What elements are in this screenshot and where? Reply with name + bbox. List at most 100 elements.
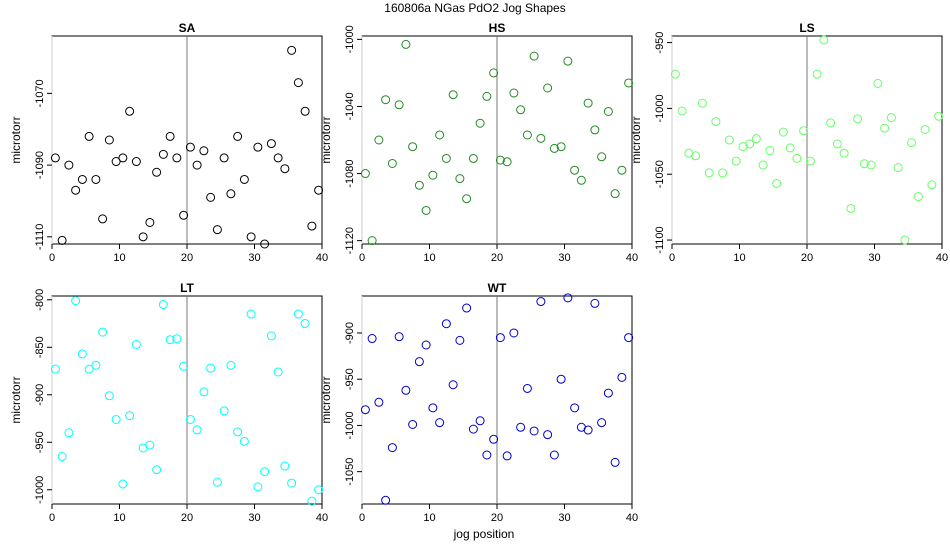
data-point — [212, 225, 222, 235]
panel-title: LT — [180, 281, 194, 295]
data-point — [152, 465, 162, 475]
data-point — [131, 157, 141, 167]
x-tick-label: 30 — [868, 252, 880, 264]
data-point — [408, 419, 418, 429]
x-tick-label: 40 — [316, 512, 328, 524]
data-point — [414, 180, 424, 190]
data-point — [84, 364, 94, 374]
data-point — [826, 118, 836, 128]
data-point — [307, 221, 317, 231]
data-point — [401, 385, 411, 395]
data-point — [219, 153, 229, 163]
data-point — [583, 425, 593, 435]
data-point — [118, 153, 128, 163]
y-tick-label: -1090 — [34, 151, 46, 179]
panels: SA 0 10 20 30 40 -1110 -1090 -1070 microtorr HS 0 10… — [9, 21, 948, 524]
data-point — [280, 164, 290, 174]
data-point — [711, 117, 721, 127]
x-tick-label: 40 — [626, 512, 638, 524]
data-point — [57, 235, 67, 245]
data-point — [509, 328, 519, 338]
data-point — [152, 167, 162, 177]
data-point — [77, 349, 87, 359]
data-point — [920, 124, 930, 134]
data-point — [583, 98, 593, 108]
y-tick-label: -900 — [344, 322, 356, 344]
data-point — [233, 427, 243, 437]
data-point — [233, 131, 243, 141]
y-tick-label: -1080 — [344, 159, 356, 187]
data-point — [381, 495, 391, 505]
data-point — [421, 340, 431, 350]
x-tick-label: 10 — [733, 252, 745, 264]
data-point — [266, 139, 276, 149]
data-point — [448, 380, 458, 390]
x-tick-label: 0 — [359, 512, 365, 524]
data-point — [104, 391, 114, 401]
data-point — [563, 293, 573, 303]
data-point — [495, 333, 505, 343]
data-point — [266, 331, 276, 341]
data-point — [374, 397, 384, 407]
data-point — [934, 111, 944, 121]
x-tick-label: 10 — [423, 512, 435, 524]
data-point — [165, 131, 175, 141]
data-point — [448, 90, 458, 100]
data-point — [462, 303, 472, 313]
y-tick-label: -1040 — [344, 92, 356, 120]
data-point — [57, 452, 67, 462]
data-point — [536, 133, 546, 143]
x-tick-label: 20 — [491, 512, 503, 524]
data-point — [273, 153, 283, 163]
data-point — [543, 430, 553, 440]
data-point — [131, 339, 141, 349]
y-tick-label: -1050 — [654, 160, 666, 188]
data-point — [495, 155, 505, 165]
y-tick-label: -1000 — [34, 476, 46, 504]
data-point — [745, 139, 755, 149]
data-point — [199, 387, 209, 397]
data-point — [179, 361, 189, 371]
data-point — [522, 383, 532, 393]
data-point — [387, 443, 397, 453]
data-point — [401, 39, 411, 49]
data-point — [246, 309, 256, 319]
x-tick-label: 30 — [248, 252, 260, 264]
data-point — [77, 174, 87, 184]
data-point — [792, 153, 802, 163]
data-point — [125, 411, 135, 421]
data-point — [246, 232, 256, 242]
x-tick-label: 10 — [113, 512, 125, 524]
data-point — [509, 88, 519, 98]
data-point — [300, 319, 310, 329]
data-point — [179, 210, 189, 220]
panel-lt: LT 0 10 20 30 40 -1000 -950 -900 -850 -800 microtor… — [9, 281, 328, 524]
data-point — [691, 151, 701, 161]
data-point — [603, 388, 613, 398]
data-point — [455, 174, 465, 184]
data-point — [597, 418, 607, 428]
data-point — [516, 105, 526, 115]
data-point — [543, 83, 553, 93]
data-point — [428, 403, 438, 413]
y-tick-label: -900 — [34, 384, 46, 406]
data-point — [873, 78, 883, 88]
data-point — [172, 153, 182, 163]
data-point — [853, 114, 863, 124]
data-point — [576, 175, 586, 185]
data-point — [71, 296, 81, 306]
data-point — [489, 434, 499, 444]
data-point — [805, 156, 815, 166]
data-point — [414, 357, 424, 367]
data-point — [192, 160, 202, 170]
y-tick-label: -1000 — [344, 25, 356, 53]
data-point — [206, 363, 216, 373]
panel-title: SA — [179, 21, 196, 35]
data-point — [307, 496, 317, 506]
data-point — [718, 168, 728, 178]
data-point — [387, 158, 397, 168]
data-point — [832, 139, 842, 149]
figure-title: 160806a NGas PdO2 Jog Shapes — [384, 1, 565, 15]
data-point — [677, 106, 687, 116]
